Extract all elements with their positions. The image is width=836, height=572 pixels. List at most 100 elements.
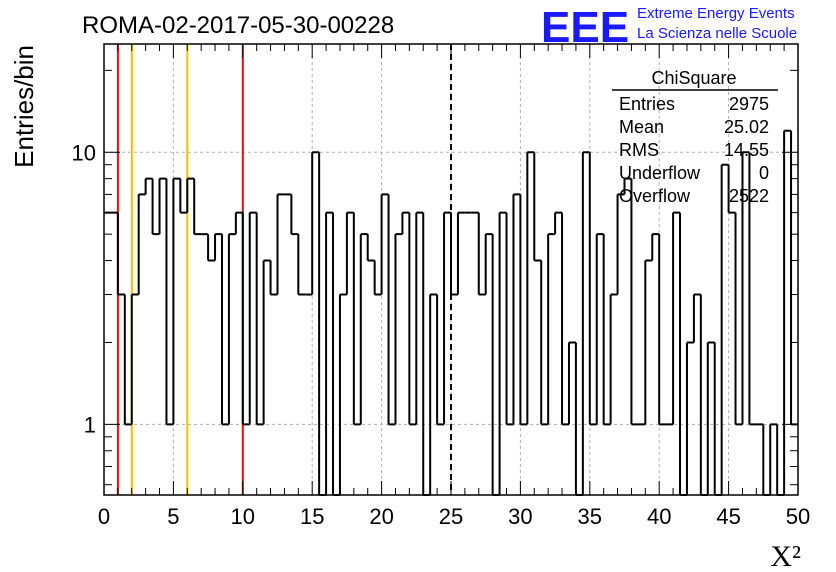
histogram-bin: [422, 212, 431, 496]
histogram-bin: [588, 152, 597, 426]
x-tick-label: 35: [578, 504, 602, 529]
x-tick-label: 15: [300, 504, 324, 529]
stats-row-overflow: Overflow 2522: [619, 186, 769, 206]
histogram-bin: [415, 211, 424, 425]
histogram-bin: [338, 293, 347, 495]
histogram-bin: [387, 194, 396, 426]
histogram-bin: [505, 212, 514, 426]
histogram-bin: [220, 234, 229, 426]
histogram-bin: [748, 152, 757, 426]
histogram-bin: [741, 151, 750, 425]
histogram-bin: [540, 260, 549, 426]
stats-value: 25.02: [724, 117, 769, 137]
histogram-bin: [401, 211, 410, 235]
histogram-bin: [394, 233, 403, 425]
stats-value: 2975: [729, 94, 769, 114]
reference-lines: [116, 44, 452, 495]
histogram-bin: [533, 152, 542, 262]
chart-title: ROMA-02-2017-05-30-00228: [82, 12, 394, 39]
x-tick-label: 40: [647, 504, 671, 529]
stats-row-mean: Mean 25.02: [619, 117, 769, 137]
histogram-bin: [477, 212, 486, 296]
histogram-bin: [484, 233, 493, 295]
histogram-bin: [186, 177, 195, 213]
y-axis-ticks: 1 10: [72, 69, 798, 486]
stats-label: RMS: [619, 140, 659, 160]
histogram-bin: [248, 211, 257, 425]
histogram-bin: [734, 212, 743, 426]
histogram-bin: [713, 342, 722, 496]
histogram-bin: [436, 294, 445, 426]
histogram-bin: [720, 163, 729, 495]
histogram-bin: [498, 211, 507, 495]
histogram-bin: [318, 152, 327, 496]
histogram-bin: [651, 233, 660, 261]
histogram-bin: [443, 211, 451, 425]
histogram-bin: [769, 423, 778, 495]
histogram-bin: [609, 293, 618, 425]
histogram-bin: [699, 294, 708, 496]
histogram-bin: [262, 259, 271, 425]
histogram-bin: [727, 164, 736, 214]
histogram-bin: [519, 194, 528, 426]
stats-label: Overflow: [619, 186, 691, 206]
x-tick-label: 45: [716, 504, 740, 529]
histogram-bin: [679, 212, 687, 496]
x-axis-label: X²: [770, 540, 801, 572]
x-axis-ticks: 0 5 10 15 20 25 30 35 40 45 50: [98, 44, 810, 529]
histogram-bin: [602, 234, 611, 426]
histogram-bin: [706, 341, 715, 495]
stats-row-entries: Entries 2975: [619, 94, 769, 114]
histogram-bin: [290, 194, 299, 236]
y-tick-label: 10: [72, 140, 96, 165]
grid: [104, 44, 798, 495]
histogram-bin: [491, 234, 500, 496]
x-tick-label: 25: [439, 504, 463, 529]
histogram-bin: [512, 193, 521, 425]
histogram-bin: [408, 212, 417, 426]
histogram-bin: [672, 211, 681, 425]
histogram-bin: [644, 259, 653, 425]
logo-line1: Extreme Energy Events: [637, 5, 795, 22]
histogram-bin: [547, 233, 556, 425]
histogram-bin: [526, 151, 535, 425]
x-tick-label: 0: [98, 504, 110, 529]
histogram-bin: [207, 234, 216, 262]
stats-box: ChiSquare Entries 2975 Mean 25.02 RMS 14…: [612, 68, 778, 206]
histogram-bin: [581, 151, 590, 495]
stats-value: 14.55: [724, 140, 769, 160]
x-tick-label: 30: [508, 504, 532, 529]
stats-label: Underflow: [619, 163, 701, 183]
histogram-bin: [116, 212, 125, 296]
histogram-bin: [241, 212, 250, 426]
histogram-bin: [276, 193, 285, 295]
y-tick-label: 1: [84, 412, 96, 437]
x-tick-label: 10: [231, 504, 255, 529]
histogram-bin: [359, 233, 368, 425]
histogram-bin: [630, 178, 639, 426]
histogram-bin: [623, 177, 632, 195]
histogram-bin: [158, 177, 167, 235]
histogram-bin: [325, 211, 334, 495]
histogram-bin: [269, 260, 278, 296]
eee-logo: EEE Extreme Energy Events La Scienza nel…: [541, 3, 797, 52]
histogram-bin: [214, 233, 222, 261]
histogram-bin: [373, 260, 382, 296]
logo-line2: La Scienza nelle Scuole: [637, 25, 797, 42]
histogram-bin: [193, 178, 202, 236]
histogram-bin: [685, 341, 694, 495]
stats-value: 0: [759, 163, 769, 183]
stats-label: Entries: [619, 94, 675, 114]
histogram-bin: [783, 129, 792, 495]
histogram-bin: [137, 193, 146, 295]
stats-value: 2522: [729, 186, 769, 206]
stats-row-rms: RMS 14.55: [619, 140, 769, 160]
histogram-bin: [255, 212, 264, 426]
histogram-bin: [450, 212, 458, 296]
histogram-bin: [762, 424, 771, 496]
histogram-bin: [144, 177, 153, 195]
histogram-bin: [345, 211, 354, 295]
histogram-bin: [366, 234, 375, 262]
histogram-bin: [179, 178, 188, 214]
